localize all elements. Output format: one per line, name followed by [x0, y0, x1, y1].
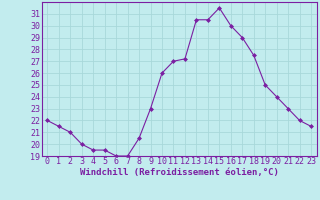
X-axis label: Windchill (Refroidissement éolien,°C): Windchill (Refroidissement éolien,°C) [80, 168, 279, 177]
